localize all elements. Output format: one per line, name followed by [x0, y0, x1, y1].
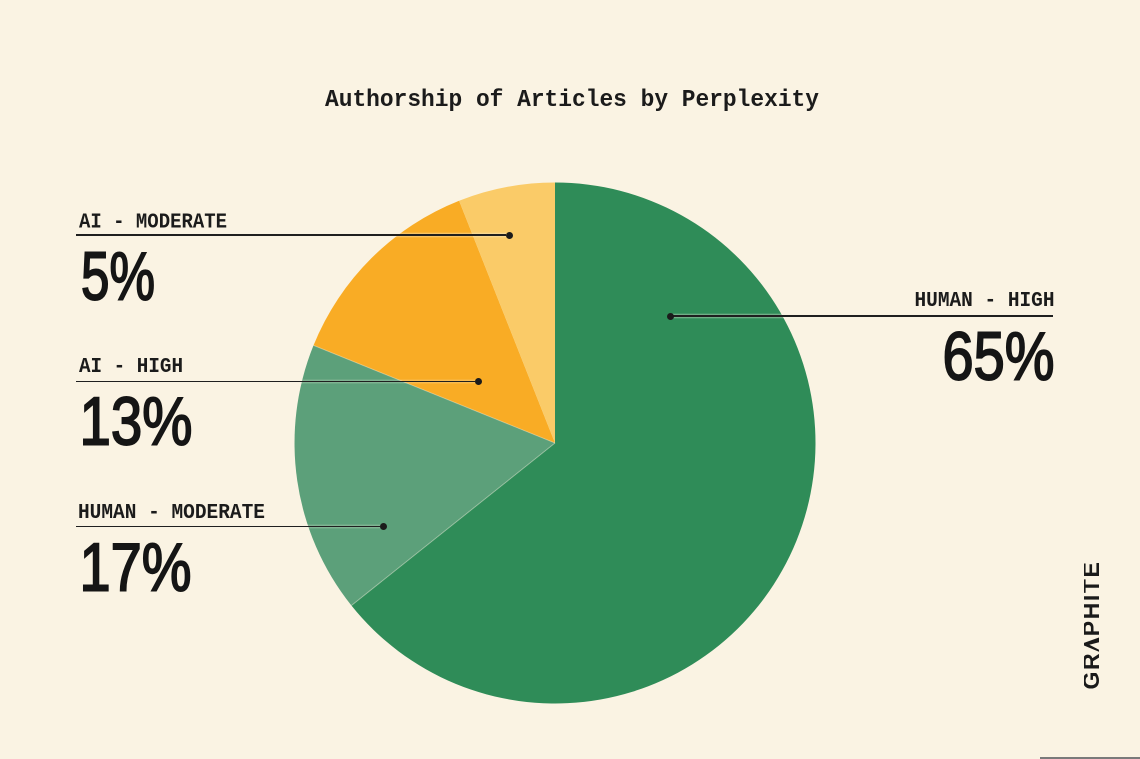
svg-text:AI - MODERATE: AI - MODERATE — [79, 210, 227, 234]
svg-text:17%: 17% — [80, 530, 192, 606]
svg-text:PHITE: PHITE — [1084, 561, 1104, 637]
svg-text:HUMAN - HIGH: HUMAN - HIGH — [915, 289, 1055, 313]
svg-text:HUMAN - MODERATE: HUMAN - MODERATE — [78, 501, 265, 525]
svg-text:Authorship of Articles by Perp: Authorship of Articles by Perplexity — [325, 87, 819, 114]
svg-text:13%: 13% — [80, 384, 193, 460]
svg-text:65%: 65% — [943, 318, 1055, 394]
svg-text:AI - HIGH: AI - HIGH — [79, 355, 183, 379]
svg-text:5%: 5% — [81, 238, 155, 314]
svg-text:GR: GR — [1084, 652, 1104, 690]
